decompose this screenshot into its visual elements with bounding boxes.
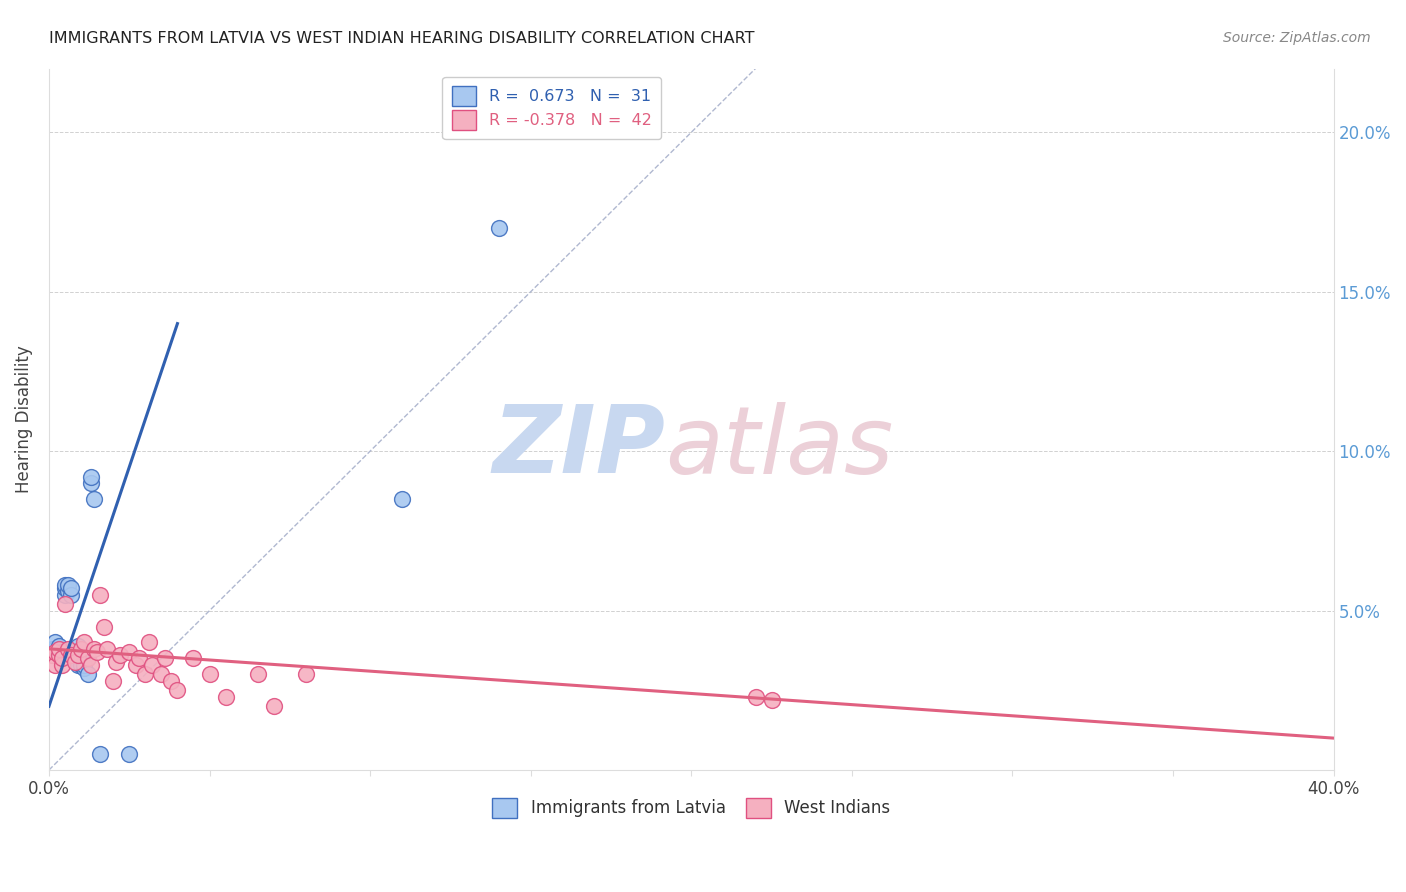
Point <box>166 683 188 698</box>
Point <box>89 747 111 761</box>
Point <box>80 469 103 483</box>
Point <box>48 641 70 656</box>
Point <box>83 491 105 506</box>
Point <box>80 657 103 672</box>
Point <box>89 588 111 602</box>
Point <box>58 584 80 599</box>
Point <box>103 673 125 688</box>
Point <box>48 639 70 653</box>
Point <box>86 645 108 659</box>
Point <box>125 657 148 672</box>
Point <box>51 651 73 665</box>
Point <box>761 693 783 707</box>
Point <box>76 651 98 665</box>
Point <box>48 645 70 659</box>
Point <box>53 581 76 595</box>
Point <box>53 588 76 602</box>
Point <box>48 648 70 663</box>
Point <box>44 657 66 672</box>
Point <box>118 645 141 659</box>
Point <box>118 747 141 761</box>
Point <box>108 648 131 663</box>
Point <box>76 667 98 681</box>
Point <box>70 657 93 672</box>
Point <box>60 588 83 602</box>
Point <box>66 639 89 653</box>
Point <box>134 667 156 681</box>
Point <box>63 645 86 659</box>
Point <box>105 655 128 669</box>
Point <box>41 648 63 663</box>
Point <box>73 635 96 649</box>
Point <box>53 597 76 611</box>
Point <box>58 578 80 592</box>
Point <box>744 690 766 704</box>
Point <box>44 645 66 659</box>
Point <box>60 648 83 663</box>
Point <box>60 581 83 595</box>
Point <box>44 635 66 649</box>
Point <box>63 651 86 665</box>
Point <box>488 221 510 235</box>
Point <box>150 667 173 681</box>
Point <box>70 651 93 665</box>
Point <box>160 673 183 688</box>
Y-axis label: Hearing Disability: Hearing Disability <box>15 345 32 493</box>
Point <box>63 655 86 669</box>
Point <box>58 641 80 656</box>
Point <box>41 641 63 656</box>
Point <box>80 476 103 491</box>
Point <box>96 641 118 656</box>
Text: Source: ZipAtlas.com: Source: ZipAtlas.com <box>1223 31 1371 45</box>
Point <box>44 641 66 656</box>
Point <box>214 690 236 704</box>
Point <box>263 699 285 714</box>
Point <box>93 619 115 633</box>
Point <box>198 667 221 681</box>
Point <box>128 651 150 665</box>
Point <box>138 635 160 649</box>
Point <box>51 645 73 659</box>
Point <box>48 648 70 663</box>
Point <box>183 651 205 665</box>
Text: atlas: atlas <box>665 401 894 492</box>
Point <box>51 651 73 665</box>
Text: IMMIGRANTS FROM LATVIA VS WEST INDIAN HEARING DISABILITY CORRELATION CHART: IMMIGRANTS FROM LATVIA VS WEST INDIAN HE… <box>49 31 755 46</box>
Point <box>295 667 318 681</box>
Point <box>73 657 96 672</box>
Legend: Immigrants from Latvia, West Indians: Immigrants from Latvia, West Indians <box>485 791 897 825</box>
Point <box>391 491 413 506</box>
Point <box>66 648 89 663</box>
Point <box>51 657 73 672</box>
Point <box>153 651 176 665</box>
Point <box>141 657 163 672</box>
Point <box>246 667 269 681</box>
Point <box>70 641 93 656</box>
Point <box>83 641 105 656</box>
Point <box>66 657 89 672</box>
Point <box>73 661 96 675</box>
Point <box>53 578 76 592</box>
Text: ZIP: ZIP <box>492 401 665 493</box>
